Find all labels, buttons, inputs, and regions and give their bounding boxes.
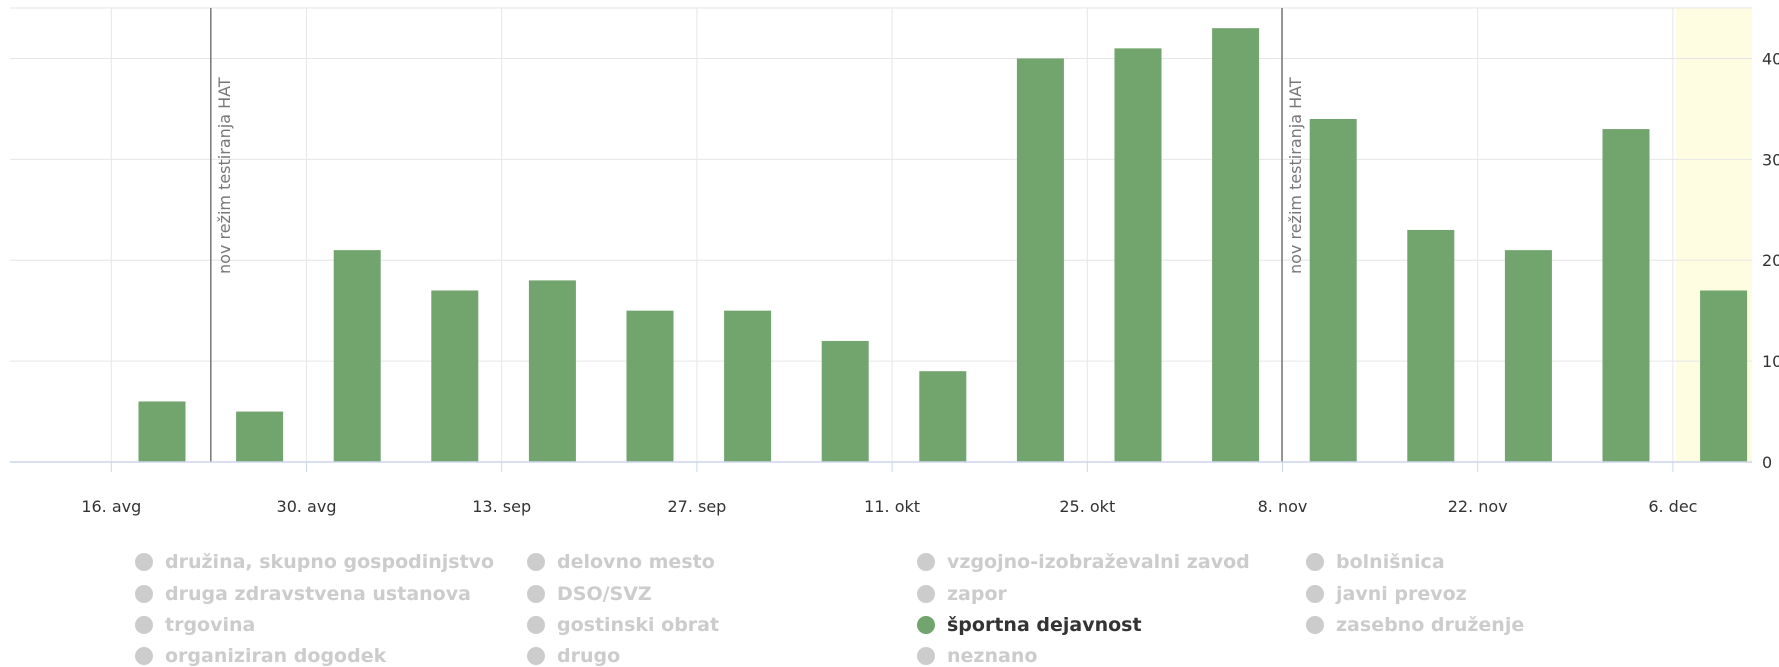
bar bbox=[236, 411, 284, 462]
bar bbox=[333, 250, 381, 462]
legend-item[interactable]: trgovina bbox=[135, 614, 255, 636]
bar bbox=[821, 340, 869, 462]
x-tick-label: 30. avg bbox=[277, 497, 337, 516]
legend-marker-icon bbox=[527, 647, 545, 665]
y-tick-label: 0 bbox=[1762, 453, 1772, 472]
x-tick-label: 13. sep bbox=[472, 497, 531, 516]
bar bbox=[528, 280, 576, 462]
legend-label: neznano bbox=[947, 645, 1038, 667]
legend-label: trgovina bbox=[165, 614, 256, 636]
x-tick-label: 25. okt bbox=[1059, 497, 1115, 516]
x-tick-label: 27. sep bbox=[667, 497, 726, 516]
legend-marker-icon bbox=[1306, 585, 1324, 603]
bar bbox=[724, 310, 772, 462]
legend-marker-icon bbox=[135, 616, 153, 634]
legend-label: drugo bbox=[557, 645, 621, 667]
bar bbox=[431, 290, 479, 462]
legend-item[interactable]: družina, skupno gospodinjstvo bbox=[135, 551, 494, 573]
legend-label: družina, skupno gospodinjstvo bbox=[165, 551, 495, 573]
legend-item[interactable]: javni prevoz bbox=[1306, 583, 1467, 605]
legend-label: zapor bbox=[947, 583, 1007, 605]
legend-marker-icon bbox=[917, 553, 935, 571]
legend-marker-icon bbox=[135, 585, 153, 603]
y-tick-label: 10 bbox=[1762, 352, 1779, 371]
legend-marker-icon bbox=[1306, 553, 1324, 571]
legend-item[interactable]: zasebno druženje bbox=[1306, 614, 1524, 636]
bar bbox=[1212, 28, 1260, 463]
plot-line-label: nov režim testiranja HAT bbox=[1286, 77, 1305, 274]
legend-label: javni prevoz bbox=[1336, 583, 1467, 605]
legend-item[interactable]: bolnišnica bbox=[1306, 551, 1445, 573]
bar bbox=[1700, 290, 1748, 462]
legend-item[interactable]: neznano bbox=[917, 645, 1037, 667]
legend-label: druga zdravstvena ustanova bbox=[165, 583, 471, 605]
legend-label: bolnišnica bbox=[1336, 551, 1445, 573]
legend-item[interactable]: vzgojno-izobraževalni zavod bbox=[917, 551, 1250, 573]
legend-item[interactable]: DSO/SVZ bbox=[527, 583, 652, 605]
y-tick-label: 30 bbox=[1762, 150, 1779, 169]
x-tick-label: 6. dec bbox=[1648, 497, 1697, 516]
x-tick-label: 11. okt bbox=[864, 497, 920, 516]
legend-marker-icon bbox=[917, 585, 935, 603]
y-tick-label: 40 bbox=[1762, 49, 1779, 68]
legend-label: delovno mesto bbox=[557, 551, 715, 573]
bar bbox=[1504, 250, 1552, 462]
legend-item[interactable]: drugo bbox=[527, 645, 620, 667]
legend-marker-icon bbox=[527, 616, 545, 634]
legend-label: organiziran dogodek bbox=[165, 645, 387, 667]
legend-label: športna dejavnost bbox=[947, 614, 1142, 636]
bar bbox=[1602, 129, 1650, 463]
legend-marker-icon bbox=[917, 647, 935, 665]
bar bbox=[919, 371, 967, 462]
legend-item[interactable]: organiziran dogodek bbox=[135, 645, 386, 667]
bar bbox=[1407, 229, 1455, 462]
bar bbox=[626, 310, 674, 462]
legend-item[interactable]: zapor bbox=[917, 583, 1007, 605]
legend-marker-icon bbox=[527, 553, 545, 571]
legend-item[interactable]: gostinski obrat bbox=[527, 614, 719, 636]
bar bbox=[1016, 58, 1064, 462]
legend-label: gostinski obrat bbox=[557, 614, 720, 636]
legend-marker-icon bbox=[527, 585, 545, 603]
legend-item[interactable]: športna dejavnost bbox=[917, 614, 1142, 636]
legend-label: DSO/SVZ bbox=[557, 583, 652, 605]
x-tick-label: 22. nov bbox=[1448, 497, 1508, 516]
legend-marker-icon bbox=[1306, 616, 1324, 634]
x-tick-label: 8. nov bbox=[1258, 497, 1308, 516]
legend-label: vzgojno-izobraževalni zavod bbox=[947, 551, 1250, 573]
bar bbox=[138, 401, 186, 462]
x-tick-label: 16. avg bbox=[81, 497, 141, 516]
bar bbox=[1309, 118, 1357, 462]
plot-line-label: nov režim testiranja HAT bbox=[215, 77, 234, 274]
legend-marker-icon bbox=[135, 647, 153, 665]
bar bbox=[1114, 48, 1162, 462]
legend-item[interactable]: druga zdravstvena ustanova bbox=[135, 583, 471, 605]
legend-marker-icon bbox=[917, 616, 935, 634]
legend-marker-icon bbox=[135, 553, 153, 571]
y-tick-label: 20 bbox=[1762, 251, 1779, 270]
legend-label: zasebno druženje bbox=[1336, 614, 1525, 636]
legend-item[interactable]: delovno mesto bbox=[527, 551, 715, 573]
